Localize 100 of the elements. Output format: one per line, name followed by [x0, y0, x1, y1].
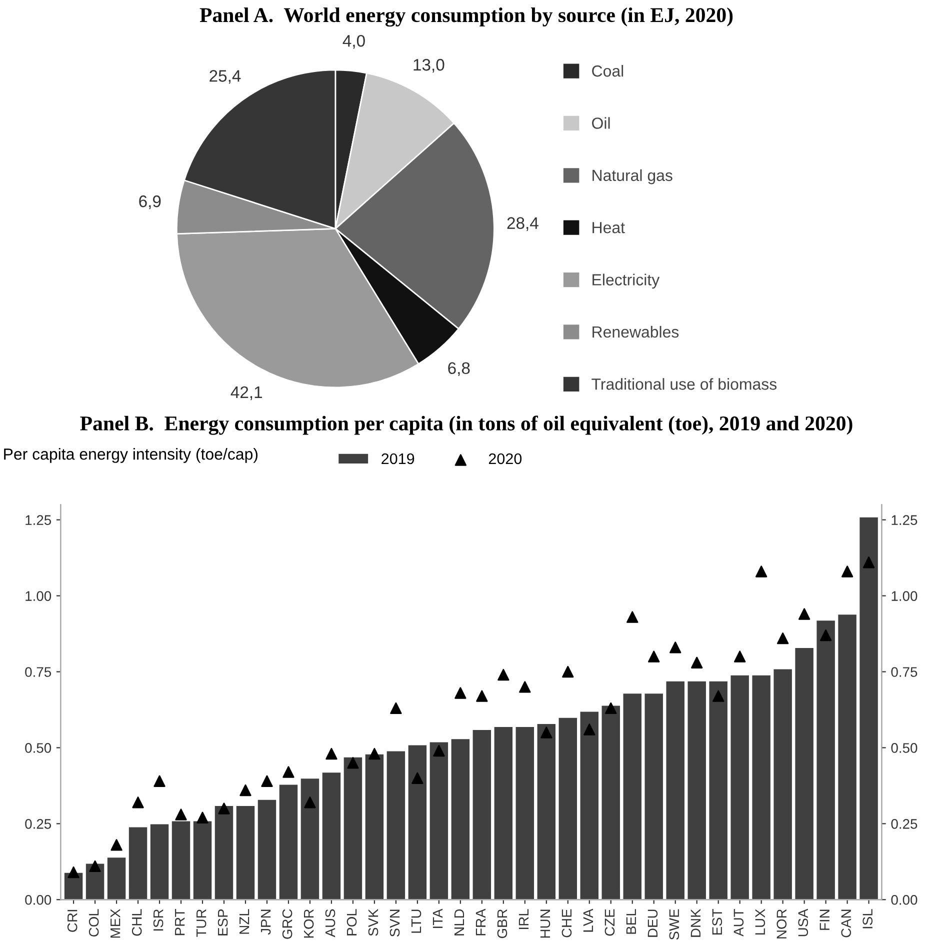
point: [454, 687, 466, 699]
legend-label: Traditional use of biomass: [592, 378, 777, 390]
data-label: 6,9: [139, 195, 161, 210]
x-tick-label: CRI: [67, 910, 78, 932]
y-tick-label: 0.00: [25, 894, 52, 905]
point: [562, 666, 574, 678]
x-tick-label: FRA: [476, 908, 486, 936]
x-tick-label: DEU: [648, 910, 658, 937]
point: [347, 757, 359, 769]
chart-title: Panel A. World energy consumption by source (in EJ, 2020): [200, 7, 733, 27]
point: [282, 766, 294, 778]
legend-label: Coal: [592, 64, 624, 77]
x-tick-label: PRT: [175, 908, 185, 936]
point: [240, 784, 252, 796]
point: [798, 608, 810, 620]
x-tick-label: JPN: [261, 910, 271, 935]
point: [691, 656, 703, 668]
y-tick-label: 0.25: [25, 819, 52, 829]
point: [196, 812, 208, 824]
x-tick-label: COL: [88, 909, 99, 937]
point: [648, 650, 660, 662]
point: [175, 808, 187, 820]
chart-title: Panel B. Energy consumption per capita (in tons of oil equivalent (toe), 2019 and 2020): [80, 416, 852, 435]
point: [132, 796, 144, 808]
x-tick-label: SVK: [368, 908, 378, 936]
x-tick-label: GBR: [497, 909, 508, 938]
x-tick-label: ITA: [432, 908, 443, 928]
x-tick-label: ISR: [153, 909, 164, 931]
point: [626, 611, 638, 623]
y-tick-label: 0.50: [25, 743, 52, 753]
point: [154, 775, 166, 787]
legend-label: 2019: [382, 453, 414, 464]
point: [605, 702, 617, 714]
x-tick-label: IRL: [518, 909, 528, 929]
x-tick-label: NZL: [240, 909, 250, 934]
x-tick-label: USA: [798, 908, 808, 936]
x-tick-label: AUT: [734, 908, 744, 936]
point: [670, 642, 682, 654]
x-tick-label: KOR: [304, 909, 314, 938]
data-label: 42,1: [230, 386, 262, 400]
y2-tick-label: 0.00: [891, 894, 918, 905]
x-tick-label: SVN: [390, 910, 400, 937]
point: [89, 860, 101, 872]
y2-tick-label: 1.00: [892, 591, 918, 601]
x-tick-label: LUX: [755, 908, 766, 935]
point: [820, 629, 832, 642]
x-tick-label: POL: [346, 909, 357, 936]
point: [326, 748, 338, 760]
x-tick-label: HUN: [540, 910, 550, 938]
point: [390, 702, 402, 714]
point: [712, 690, 724, 702]
x-tick-label: DNK: [690, 908, 700, 937]
x-tick-label: NOR: [776, 909, 787, 938]
point: [498, 668, 510, 681]
x-tick-label: FIN: [820, 910, 830, 930]
legend-label: 2020: [488, 453, 522, 464]
y2-tick-label: 0.75: [891, 667, 918, 677]
data-label: 28,4: [507, 217, 538, 231]
x-tick-label: BEL: [626, 909, 636, 934]
y-tick-label: 1.25: [26, 515, 52, 525]
x-tick-label: GRC: [282, 909, 292, 939]
point: [734, 650, 746, 662]
point: [304, 796, 316, 808]
data-label: 4,0: [342, 34, 365, 49]
point: [433, 744, 445, 757]
x-tick-label: LTU: [411, 910, 422, 933]
legend-label: Natural gas: [592, 169, 672, 184]
data-label: 25,4: [210, 70, 241, 84]
legend-label: Renewables: [592, 326, 679, 338]
point: [776, 632, 789, 644]
x-tick-label: EST: [712, 908, 722, 935]
point: [540, 726, 552, 738]
x-tick-label: LVA: [583, 908, 593, 932]
point: [476, 690, 488, 702]
x-tick-label: SWE: [669, 909, 680, 940]
point: [110, 839, 122, 851]
legend-label: Heat: [592, 222, 625, 234]
x-tick-label: CZE: [604, 909, 615, 936]
x-tick-label: TUR: [196, 909, 206, 937]
y-tick-label: 1.00: [26, 591, 52, 601]
x-tick-label: NLD: [454, 909, 464, 936]
y2-tick-label: 0.25: [891, 819, 918, 829]
x-tick-label: ISL: [862, 909, 873, 928]
x-tick-label: CHE: [562, 909, 572, 938]
point: [368, 748, 380, 760]
x-tick-label: CHL: [132, 909, 142, 936]
data-label: 6,8: [448, 362, 470, 376]
x-tick-label: ESP: [218, 909, 228, 936]
y2-tick-label: 1.25: [892, 515, 918, 525]
point: [519, 681, 531, 693]
point: [68, 866, 80, 878]
point: [412, 772, 424, 784]
x-tick-label: AUS: [325, 909, 336, 938]
point: [841, 566, 854, 578]
legend-label: Oil: [592, 117, 610, 129]
data-label: 13,0: [414, 58, 444, 73]
point: [584, 724, 596, 736]
point: [218, 802, 230, 814]
y-tick-label: 0.75: [25, 667, 52, 677]
x-tick-label: MEX: [110, 908, 120, 938]
